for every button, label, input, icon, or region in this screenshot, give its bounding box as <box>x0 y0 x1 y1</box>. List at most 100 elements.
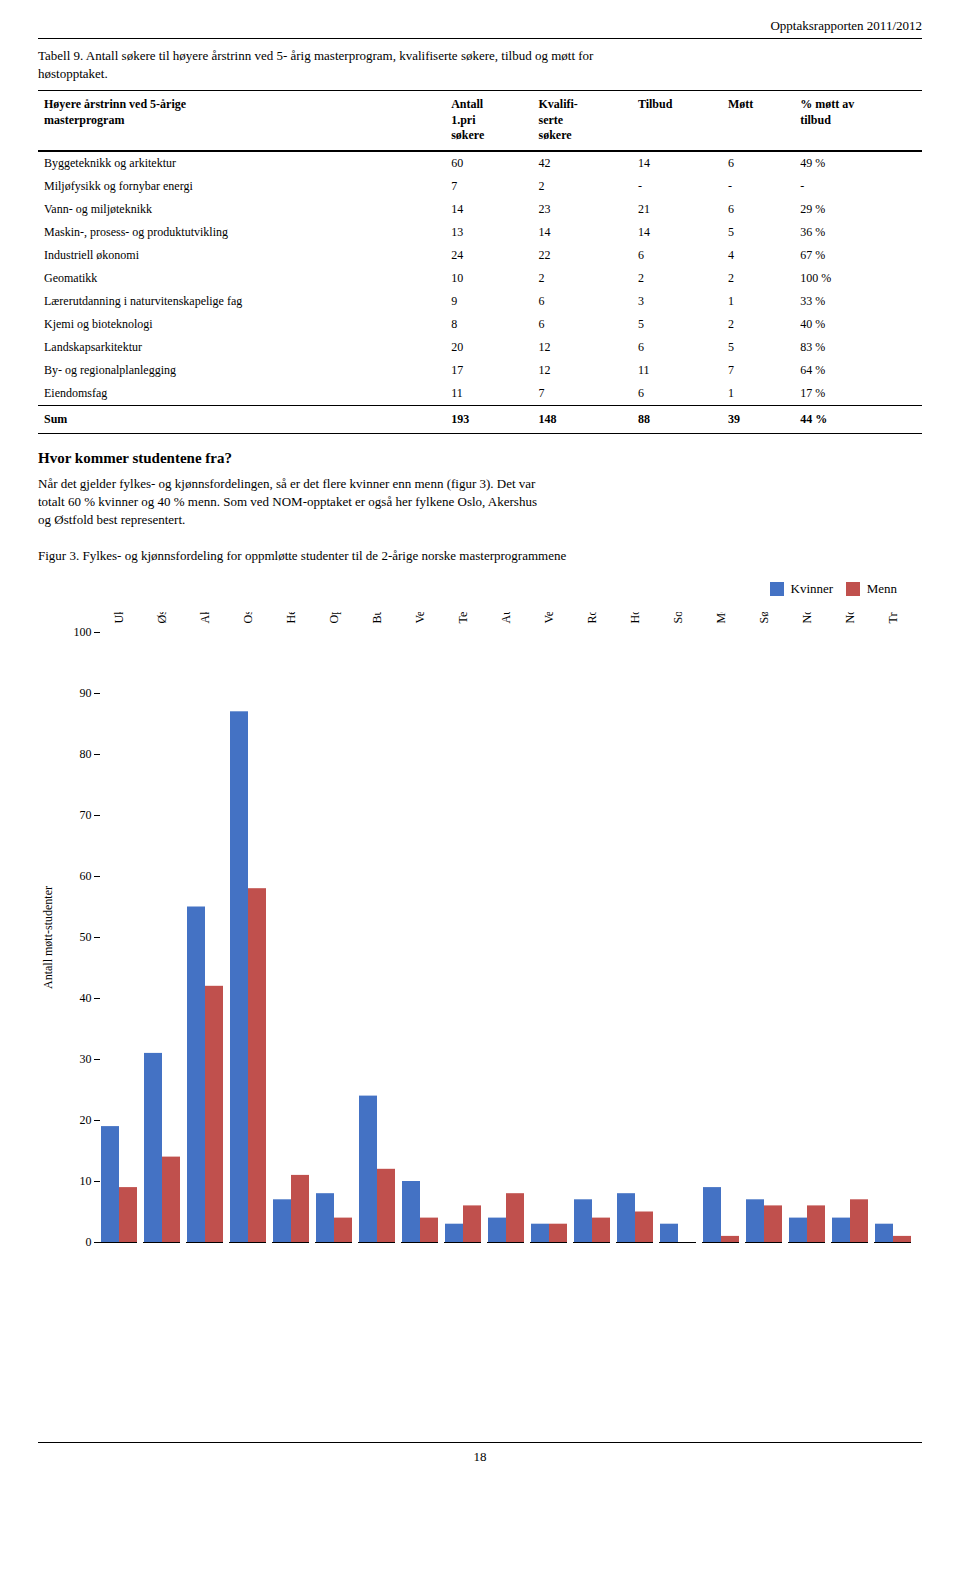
svg-text:Vest-Agder: Vest-Agder <box>542 612 556 624</box>
html-text:Vann- og miljøteknikk: Vann- og miljøteknikk <box>44 201 152 216</box>
html-text:100 %: 100 % <box>800 270 832 285</box>
html-text:13: 13 <box>451 224 464 239</box>
svg-text:80: 80 <box>80 748 92 762</box>
svg-text:100: 100 <box>74 626 92 640</box>
html-text:42: 42 <box>538 155 551 170</box>
svg-text:Hedmark: Hedmark <box>284 612 298 624</box>
html-text:39: 39 <box>727 411 740 426</box>
svg-text:Vestfold: Vestfold <box>413 612 427 624</box>
html-text:høstopptaket.: høstopptaket. <box>38 65 108 81</box>
html-text:14: 14 <box>637 155 650 170</box>
html-text:12: 12 <box>538 339 551 354</box>
svg-text:20: 20 <box>80 1114 92 1128</box>
html-text:Landskapsarkitektur: Landskapsarkitektur <box>44 339 142 354</box>
html-text:5: 5 <box>727 224 734 239</box>
html-text:Antall 1.pri søkere: Antall 1.pri søkere <box>451 97 485 143</box>
html-text:6: 6 <box>727 155 734 170</box>
html-text:Høyere årstrinn ved 5-årige ma: Høyere årstrinn ved 5-årige masterprogra… <box>44 97 187 127</box>
html-text:14: 14 <box>538 224 551 239</box>
html-text:40 %: 40 % <box>800 316 826 331</box>
html-text:By- og regionalplanlegging: By- og regionalplanlegging <box>44 362 176 377</box>
html-text:12: 12 <box>538 362 551 377</box>
svg-text:0: 0 <box>86 1236 92 1250</box>
html-text:14: 14 <box>637 224 650 239</box>
svg-text:60: 60 <box>80 870 92 884</box>
svg-text:Antall møtt-studenter: Antall møtt-studenter <box>41 886 55 989</box>
html-text:193: 193 <box>451 411 470 426</box>
html-text:6: 6 <box>637 247 644 262</box>
html-text:Figur 3. Fylkes- og kjønnsford: Figur 3. Fylkes- og kjønnsfordeling for … <box>38 548 567 564</box>
svg-text:Akershus: Akershus <box>198 612 212 624</box>
svg-text:70: 70 <box>80 809 92 823</box>
svg-text:10: 10 <box>80 1175 92 1189</box>
html-text:Opptaksrapporten 2011/2012: Opptaksrapporten 2011/2012 <box>770 18 922 33</box>
svg-text:30: 30 <box>80 1053 92 1067</box>
html-text:6: 6 <box>727 201 734 216</box>
html-text:33 %: 33 % <box>800 293 826 308</box>
svg-text:40: 40 <box>80 992 92 1006</box>
html-text:10: 10 <box>451 270 464 285</box>
svg-text:Nord-Trøndelag: Nord-Trøndelag <box>800 612 814 624</box>
html-text:17 %: 17 % <box>800 385 826 400</box>
svg-text:Hordaland: Hordaland <box>628 612 642 624</box>
html-text:Kvinner: Kvinner <box>790 581 834 597</box>
html-text:14: 14 <box>451 201 464 216</box>
html-text:Geomatikk: Geomatikk <box>44 270 98 285</box>
html-text:24: 24 <box>451 247 464 262</box>
html-text:4: 4 <box>727 247 734 262</box>
html-text:og Østfold best representert.: og Østfold best representert. <box>38 512 186 528</box>
html-text:Hvor kommer studentene fra?: Hvor kommer studentene fra? <box>38 449 232 466</box>
html-text:20: 20 <box>451 339 464 354</box>
html-text:21: 21 <box>637 201 650 216</box>
svg-text:Østfold: Østfold <box>155 612 169 624</box>
svg-text:Aust-Agder: Aust-Agder <box>499 612 513 624</box>
html-text:36 %: 36 % <box>800 224 826 239</box>
svg-text:Oppland: Oppland <box>327 612 341 624</box>
svg-text:Oslo: Oslo <box>241 612 255 624</box>
html-text:44 %: 44 % <box>800 411 828 426</box>
html-text:Tilbud: Tilbud <box>637 97 673 112</box>
html-text:18: 18 <box>473 1449 487 1465</box>
html-text:17: 17 <box>451 362 464 377</box>
svg-text:Ukjent (adresse utenfor Norge): Ukjent (adresse utenfor Norge) <box>112 612 126 624</box>
html-text:Menn: Menn <box>866 581 897 597</box>
html-text:Sum: Sum <box>44 411 68 426</box>
html-text:Eiendomsfag: Eiendomsfag <box>44 385 108 400</box>
html-text:Lærerutdanning i naturvitenska: Lærerutdanning i naturvitenskapelige fag <box>44 293 243 308</box>
html-text:83 %: 83 % <box>800 339 826 354</box>
html-text:Når det gjelder fylkes- og kjø: Når det gjelder fylkes- og kjønnsfordeli… <box>38 475 536 491</box>
svg-text:Møre og Romsdal: Møre og Romsdal <box>714 612 728 624</box>
html-text:88: 88 <box>637 411 650 426</box>
svg-text:Troms: Troms <box>886 612 900 624</box>
html-text:Møtt: Møtt <box>727 97 754 112</box>
html-text:Maskin-, prosess- og produktut: Maskin-, prosess- og produktutvikling <box>44 224 228 239</box>
html-text:Kvalifi- serte søkere: Kvalifi- serte søkere <box>538 97 578 143</box>
html-text:29 %: 29 % <box>800 201 826 216</box>
html-text:% møtt av tilbud: % møtt av tilbud <box>800 97 855 127</box>
html-text:totalt 60 % kvinner og 40 % me: totalt 60 % kvinner og 40 % menn. Som ve… <box>38 494 537 510</box>
html-text:Miljøfysikk og fornybar energi: Miljøfysikk og fornybar energi <box>44 178 193 193</box>
html-text:11: 11 <box>451 385 463 400</box>
html-text:148: 148 <box>538 411 557 426</box>
svg-text:50: 50 <box>80 931 92 945</box>
html-text:Tabell 9. Antall søkere til hø: Tabell 9. Antall søkere til høyere årstr… <box>38 48 594 63</box>
html-text:2: 2 <box>538 178 545 193</box>
html-text:Byggeteknikk og arkitektur: Byggeteknikk og arkitektur <box>44 155 176 170</box>
html-text:11: 11 <box>637 362 650 377</box>
html-text:64 %: 64 % <box>800 362 826 377</box>
html-text:67 %: 67 % <box>800 247 826 262</box>
html-text:7: 7 <box>451 178 458 193</box>
svg-text:Telemark: Telemark <box>456 612 470 624</box>
html-text:Industriell økonomi: Industriell økonomi <box>44 247 139 262</box>
svg-text:Nordland: Nordland <box>843 612 857 624</box>
svg-text:Sogn og Fjordane: Sogn og Fjordane <box>671 612 685 624</box>
html-text:Kjemi og bioteknologi: Kjemi og bioteknologi <box>44 316 153 331</box>
svg-text:Rogaland: Rogaland <box>585 612 599 624</box>
html-text:60: 60 <box>451 155 464 170</box>
html-text:22: 22 <box>538 247 551 262</box>
html-text:49 %: 49 % <box>800 155 826 170</box>
html-text:23: 23 <box>538 201 551 216</box>
svg-text:Buskerud: Buskerud <box>370 612 384 624</box>
svg-text:90: 90 <box>80 687 92 701</box>
svg-text:Sør-Trøndelag: Sør-Trøndelag <box>757 612 771 624</box>
